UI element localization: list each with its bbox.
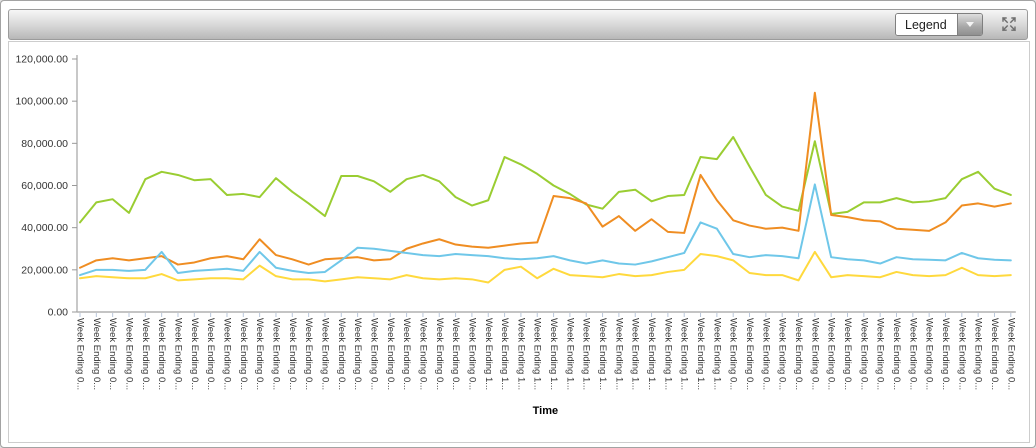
x-axis-label: Week Ending 0... [744, 318, 755, 390]
x-axis-label: Week Ending 1... [711, 318, 722, 390]
x-axis-label: Week Ending 0... [1005, 318, 1016, 390]
expand-arrows-icon [1002, 17, 1016, 32]
x-axis-label: Week Ending 1... [679, 318, 690, 390]
x-axis-label: Week Ending 0... [777, 318, 788, 390]
x-axis-label: Week Ending 1... [548, 318, 559, 390]
x-axis-label: Week Ending 1... [564, 318, 575, 390]
x-axis-label: Week Ending 0... [319, 318, 330, 390]
series-line-green [79, 136, 1012, 224]
x-axis-label: Week Ending 1... [630, 318, 641, 390]
x-axis-label: Week Ending 0... [875, 318, 886, 390]
x-axis-label: Week Ending 0... [973, 318, 984, 390]
y-axis-label: 20,000.00 [21, 264, 68, 276]
x-axis-label: Week Ending 0... [221, 318, 232, 390]
x-axis-label: Week Ending 0... [401, 318, 412, 390]
x-axis-label: Week Ending 0... [172, 318, 183, 390]
x-axis-label: Week Ending 0... [75, 318, 86, 390]
y-axis-label: 0.00 [48, 307, 69, 319]
expand-button[interactable] [1000, 16, 1018, 33]
x-axis-label: Week Ending 1... [646, 318, 657, 390]
x-axis-label: Week Ending 0... [254, 318, 265, 390]
series-line-sky-blue [79, 183, 1012, 277]
x-axis-label: Week Ending 0... [368, 318, 379, 390]
y-axis-label: 40,000.00 [21, 222, 68, 234]
x-axis-label: Week Ending 1... [532, 318, 543, 390]
x-axis-label: Week Ending 0... [989, 318, 1000, 390]
x-axis-label: Week Ending 0... [956, 318, 967, 390]
x-axis-label: Week Ending 0... [385, 318, 396, 390]
x-axis-label: Week Ending 1... [515, 318, 526, 390]
chart-panel: 120,000.00 100,000.00 80,000.00 60,000.00 40… [8, 41, 1030, 443]
x-axis-label: Week Ending 0... [434, 318, 445, 390]
x-axis-label: Week Ending 1... [613, 318, 624, 390]
x-axis-label: Week Ending 1... [581, 318, 592, 390]
x-axis-title: Time [533, 405, 558, 417]
y-axis-label: 120,000.00 [15, 54, 68, 66]
x-axis-label: Week Ending 0... [238, 318, 249, 390]
x-axis-label: Week Ending 1... [662, 318, 673, 390]
x-axis-label: Week Ending 0... [303, 318, 314, 390]
x-axis-label: Week Ending 0... [352, 318, 363, 390]
x-axis-label: Week Ending 1... [499, 318, 510, 390]
x-axis-label: Week Ending 0... [287, 318, 298, 390]
x-axis-label: Week Ending 0... [91, 318, 102, 390]
x-axis-label: Week Ending 0... [123, 318, 134, 390]
series-line-orange [79, 91, 1012, 269]
x-axis-label: Week Ending 0... [728, 318, 739, 390]
x-axis-label: Week Ending 1... [695, 318, 706, 390]
x-axis-label: Week Ending 0... [107, 318, 118, 390]
x-axis-label: Week Ending 1... [597, 318, 608, 390]
x-axis-label: Week Ending 0... [336, 318, 347, 390]
legend-dropdown[interactable]: Legend [895, 13, 983, 36]
legend-dropdown-value[interactable]: Legend [896, 14, 957, 35]
chevron-down-icon [966, 22, 974, 27]
legend-dropdown-button[interactable] [957, 14, 982, 35]
x-axis-label: Week Ending 1... [483, 318, 494, 390]
x-axis-label: Week Ending 0... [826, 318, 837, 390]
x-axis-label: Week Ending 0... [907, 318, 918, 390]
x-axis-label: Week Ending 0... [940, 318, 951, 390]
x-axis-label: Week Ending 0... [891, 318, 902, 390]
x-axis-label: Week Ending 0... [858, 318, 869, 390]
x-axis-label: Week Ending 0... [793, 318, 804, 390]
toolbar: Legend [8, 9, 1028, 40]
x-axis-label: Week Ending 0... [205, 318, 216, 390]
x-axis-label: Week Ending 0... [842, 318, 853, 390]
x-axis-label: Week Ending 0... [760, 318, 771, 390]
line-chart-svg: 120,000.00 100,000.00 80,000.00 60,000.00 40… [15, 54, 1016, 418]
x-axis-label: Week Ending 0... [924, 318, 935, 390]
x-axis-label: Week Ending 0... [156, 318, 167, 390]
x-axis-label: Week Ending 0... [189, 318, 200, 390]
y-axis-label: 80,000.00 [21, 138, 68, 150]
x-axis-label: Week Ending 0... [270, 318, 281, 390]
x-axis-label: Week Ending 0... [450, 318, 461, 390]
x-axis-label: Week Ending 0... [417, 318, 428, 390]
y-axis-label: 60,000.00 [21, 180, 68, 192]
x-axis-label: Week Ending 0... [809, 318, 820, 390]
y-axis-label: 100,000.00 [15, 96, 68, 108]
series-line-yellow [79, 250, 1012, 284]
x-axis-label: Week Ending 0... [140, 318, 151, 390]
x-axis-label: Week Ending 0... [466, 318, 477, 390]
